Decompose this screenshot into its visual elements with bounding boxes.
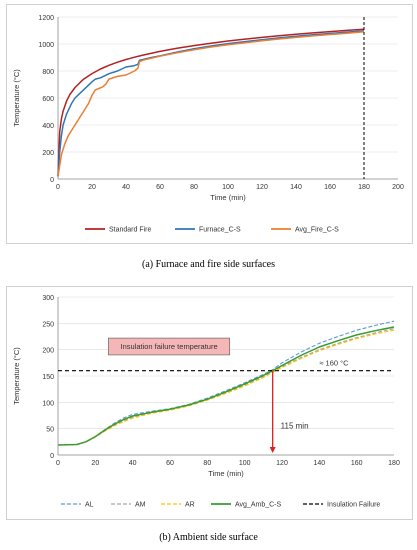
insulation-failure-box-label: Insulation failure temperature — [120, 342, 217, 351]
x-tick-label: 60 — [156, 184, 164, 191]
y-tick-label: 100 — [42, 400, 54, 407]
y-tick-label: 200 — [42, 348, 54, 355]
x-tick-label: 120 — [256, 184, 268, 191]
chart-panel-ambient: 0 50 100 150 200 250 300 0 20 40 60 80 100 120 140 160 1… — [6, 286, 413, 520]
x-tick-label: 0 — [56, 460, 60, 467]
x-tick-label: 100 — [222, 184, 234, 191]
y-tick-label: 0 — [50, 177, 54, 184]
series-line-standard-fire — [57, 28, 365, 177]
x-tick-label: 120 — [276, 460, 288, 467]
insulation-failure-box — [108, 337, 231, 356]
series-line-avg-fire-c-s — [57, 31, 365, 177]
legend-label-furnace-c-s: Furnace_C-S — [199, 227, 241, 234]
y-tick-label: 0 — [50, 453, 54, 460]
failure-temp-label: ≈ 160 °C — [319, 358, 349, 367]
y-tick-label: 50 — [46, 427, 54, 434]
y-tick-label: 250 — [42, 321, 54, 328]
x-tick-label: 80 — [190, 184, 198, 191]
x-tick-label: 140 — [313, 460, 325, 467]
y-tick-label: 300 — [42, 295, 54, 302]
x-tick-label: 20 — [91, 460, 99, 467]
chart-panel-furnace: 0 200 400 600 800 1000 1200 0 20 40 60 80 100 120 140 1… — [6, 4, 413, 244]
x-tick-label: 140 — [290, 184, 302, 191]
failure-time-arrowhead — [269, 447, 276, 453]
legend-label-insulation-failure: Insulation Failure — [327, 502, 380, 509]
chart-furnace-fire-side: 0 200 400 600 800 1000 1200 0 20 40 60 80 100 120 140 1… — [12, 15, 404, 234]
series-line-al — [57, 320, 395, 446]
legend-label-am: AM — [135, 502, 146, 509]
x-tick-label: 60 — [166, 460, 174, 467]
y-axis-label: Temperature (°C) — [12, 69, 21, 127]
y-axis-label: Temperature (°C) — [12, 347, 21, 405]
legend-label-ar: AR — [185, 502, 195, 509]
y-tick-label: 1000 — [38, 42, 54, 49]
series-line-ar — [57, 329, 395, 446]
y-tick-label: 200 — [42, 150, 54, 157]
y-tick-label: 400 — [42, 123, 54, 130]
x-axis-label: Time (min) — [208, 469, 244, 478]
failure-time-label: 115 min — [281, 422, 309, 431]
x-tick-label: 160 — [324, 184, 336, 191]
legend-label-standard-fire: Standard Fire — [109, 227, 152, 234]
y-tick-label: 1200 — [38, 15, 54, 22]
x-tick-label: 180 — [388, 460, 400, 467]
y-tick-label: 150 — [42, 374, 54, 381]
x-tick-label: 200 — [392, 184, 404, 191]
legend-label-avg-amb-c-s: Avg_Amb_C-S — [235, 502, 282, 509]
x-tick-label: 100 — [239, 460, 251, 467]
series-line-furnace-c-s — [57, 30, 365, 177]
x-tick-label: 80 — [203, 460, 211, 467]
legend-label-avg-fire-c-s: Avg_Fire_C-S — [295, 227, 339, 234]
caption-b: (b) Ambient side surface — [159, 532, 258, 543]
series-line-avg-amb-c-s — [57, 326, 395, 446]
x-tick-label: 180 — [358, 184, 370, 191]
y-tick-label: 600 — [42, 96, 54, 103]
caption-a: (a) Furnace and fire side surfaces — [142, 259, 275, 270]
y-tick-label: 800 — [42, 69, 54, 76]
legend-label-al: AL — [85, 502, 94, 509]
x-axis-label: Time (min) — [210, 193, 246, 202]
x-tick-label: 160 — [351, 460, 363, 467]
x-tick-label: 20 — [88, 184, 96, 191]
x-tick-label: 40 — [122, 184, 130, 191]
chart-ambient-side: 0 50 100 150 200 250 300 0 20 40 60 80 100 120 140 160 1… — [12, 295, 400, 509]
x-tick-label: 40 — [129, 460, 137, 467]
x-tick-label: 0 — [56, 184, 60, 191]
